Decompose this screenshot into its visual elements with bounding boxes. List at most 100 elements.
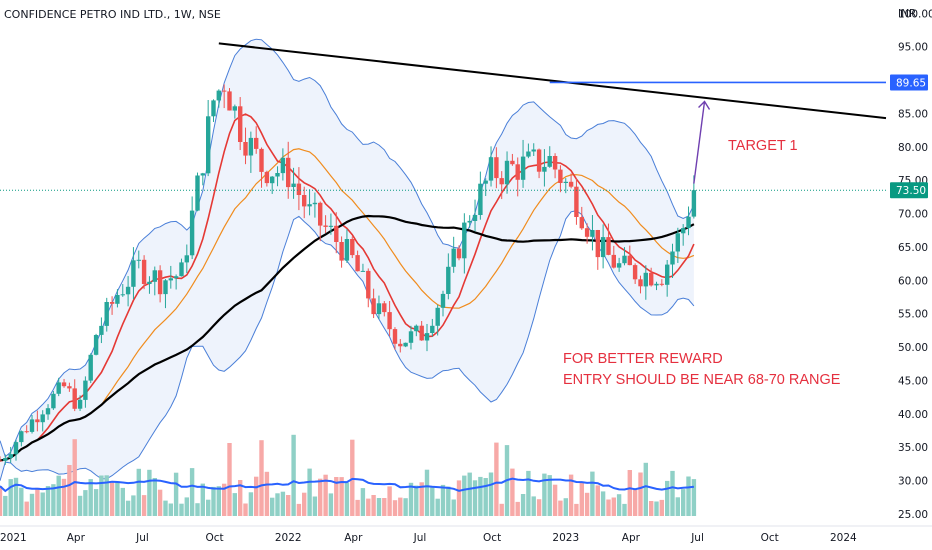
volume-bar: [0, 486, 3, 516]
volume-bar: [616, 494, 622, 516]
volume-bar: [579, 481, 584, 516]
y-tick-label: 100.00: [898, 8, 932, 20]
candle: [467, 220, 472, 223]
candle: [40, 414, 45, 423]
ma-mid-line: [0, 148, 695, 462]
y-tick-label: 95.00: [898, 42, 928, 54]
volume-bar: [606, 499, 611, 516]
volume-bar: [195, 503, 200, 516]
candle: [51, 393, 56, 409]
candle: [574, 186, 579, 217]
volume-bar: [643, 462, 648, 516]
candle: [611, 254, 616, 268]
volume-bar: [270, 497, 275, 516]
candle: [398, 343, 403, 347]
candle: [184, 255, 189, 263]
candle: [318, 202, 323, 226]
candle: [419, 325, 424, 341]
candle: [350, 239, 355, 256]
volume-bar: [382, 498, 387, 516]
candle: [280, 157, 286, 174]
volume-bar: [206, 499, 211, 516]
volume-bar: [622, 503, 627, 516]
candle: [72, 388, 77, 409]
volume-bar: [360, 488, 366, 516]
volume-bar: [173, 472, 179, 516]
candle: [45, 408, 51, 415]
candle: [291, 183, 296, 187]
candle: [488, 157, 494, 181]
candle: [8, 454, 13, 458]
volume-bar: [350, 439, 355, 516]
y-tick-label: 80.00: [898, 142, 928, 154]
candle: [243, 142, 248, 156]
candle: [558, 169, 563, 183]
candle: [88, 354, 93, 381]
volume-bar: [462, 475, 467, 516]
volume-bar: [531, 496, 536, 516]
volume-bar: [526, 470, 531, 516]
y-tick-label: 55.00: [898, 309, 928, 321]
candle: [536, 149, 542, 172]
x-tick-label: 2021: [0, 532, 27, 544]
volume-bar: [312, 496, 318, 516]
volume-bar: [179, 503, 184, 516]
candle: [568, 181, 574, 187]
candle: [136, 259, 141, 261]
candle: [483, 180, 488, 184]
candle: [61, 382, 67, 387]
volume-bar: [24, 501, 29, 516]
x-tick-label: Apr: [622, 532, 641, 544]
volume-bar: [568, 474, 574, 516]
candle: [125, 286, 131, 295]
candle: [77, 399, 83, 409]
volume-bar: [72, 439, 77, 516]
volume-bar: [40, 492, 45, 516]
volume-bar: [376, 498, 382, 516]
candle: [227, 91, 232, 111]
level-price-tag: [890, 74, 928, 91]
candle: [686, 216, 691, 229]
candle: [451, 248, 456, 267]
candle: [494, 157, 499, 179]
candle: [275, 173, 280, 177]
volume-bar: [408, 482, 414, 516]
volume-bar: [424, 469, 430, 516]
volume-bar: [157, 489, 163, 516]
volume-bar: [366, 498, 371, 516]
x-tick-label: Apr: [67, 532, 86, 544]
volume-bar: [222, 483, 227, 516]
candle: [627, 255, 632, 266]
candle: [649, 272, 654, 286]
candles: [0, 84, 697, 465]
volume-bar: [232, 493, 237, 516]
volume-bar: [147, 469, 152, 516]
y-tick-label: 50.00: [898, 342, 928, 354]
volume-bar: [339, 477, 344, 516]
annotation-note-line2: ENTRY SHOULD BE NEAR 68-70 RANGE: [563, 372, 841, 388]
volume-bar: [67, 465, 72, 516]
volume-bar: [141, 495, 147, 516]
y-tick-label: 60.00: [898, 275, 928, 287]
volume-bar: [131, 495, 136, 516]
candle: [366, 270, 371, 299]
candle: [206, 116, 211, 174]
candle: [430, 325, 435, 333]
volume-bar: [291, 434, 296, 516]
candle: [440, 293, 446, 308]
ma-slow-line: [0, 214, 695, 462]
volume-bar: [280, 491, 286, 516]
candle: [515, 164, 520, 180]
candle: [579, 217, 584, 229]
candle: [435, 307, 440, 326]
candle: [670, 251, 675, 265]
volume-bar: [659, 499, 664, 516]
candle: [238, 106, 243, 142]
ma-fast-line: [0, 113, 695, 462]
candle: [403, 342, 408, 347]
volume-bar: [163, 500, 168, 516]
candle: [600, 237, 606, 258]
volume-bar: [51, 484, 56, 516]
candle: [296, 183, 302, 195]
